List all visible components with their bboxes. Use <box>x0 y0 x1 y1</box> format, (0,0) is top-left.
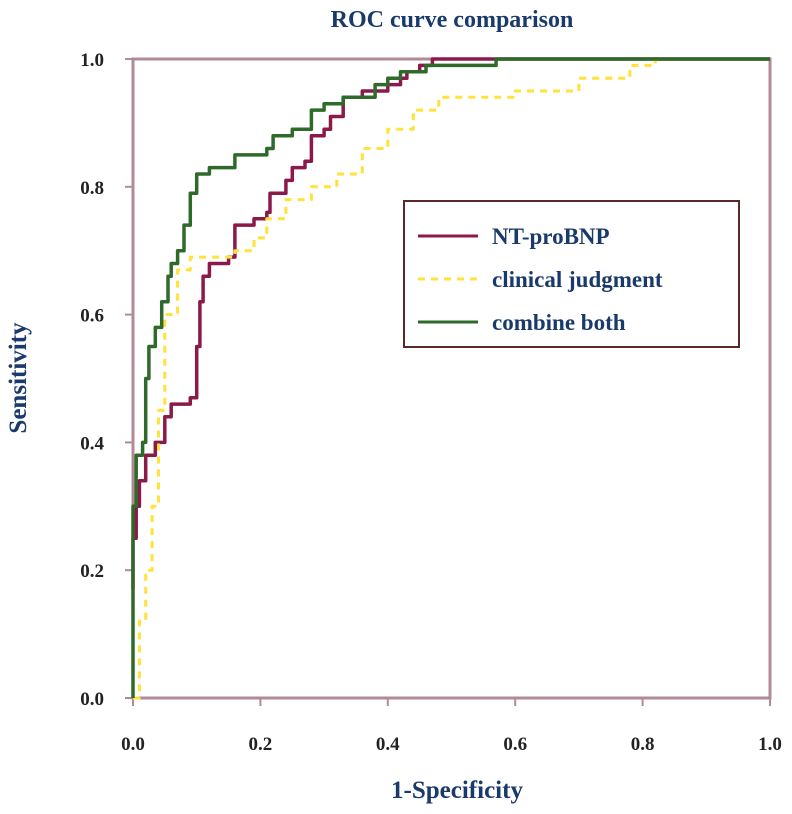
x-tick-label: 0.0 <box>121 734 145 755</box>
x-tick-label: 1.0 <box>758 734 782 755</box>
legend-label: clinical judgment <box>492 267 663 292</box>
y-tick-label: 0.4 <box>80 433 104 454</box>
y-tick-label: 0.6 <box>80 306 104 327</box>
legend-label: NT-proBNP <box>492 224 610 249</box>
x-tick-label: 0.8 <box>631 734 655 755</box>
x-tick-label: 0.4 <box>376 734 400 755</box>
plot-frame <box>131 57 772 700</box>
series-layer <box>131 57 770 700</box>
y-axis-ticks: 0.0 0.2 0.4 0.6 0.8 1.0 <box>80 50 133 710</box>
series-line-clinical-judgment <box>133 57 770 700</box>
y-axis-label: Sensitivity <box>5 322 32 434</box>
legend-label: combine both <box>492 310 626 335</box>
legend: NT-proBNP clinical judgment combine both <box>403 200 740 348</box>
y-tick-label: 0.0 <box>80 689 104 710</box>
series-line-nt-probnp <box>131 57 770 590</box>
chart-title: ROC curve comparison <box>331 7 574 33</box>
y-tick-label: 0.2 <box>80 561 104 582</box>
y-tick-label: 1.0 <box>80 50 104 71</box>
x-tick-label: 0.2 <box>249 734 273 755</box>
y-tick-label: 0.8 <box>80 178 104 199</box>
x-axis-label: 1-Specificity <box>391 777 523 804</box>
x-axis-ticks: 0.0 0.2 0.4 0.6 0.8 1.0 <box>121 698 782 755</box>
series-line-combine-both <box>131 57 770 698</box>
x-tick-label: 0.6 <box>503 734 527 755</box>
